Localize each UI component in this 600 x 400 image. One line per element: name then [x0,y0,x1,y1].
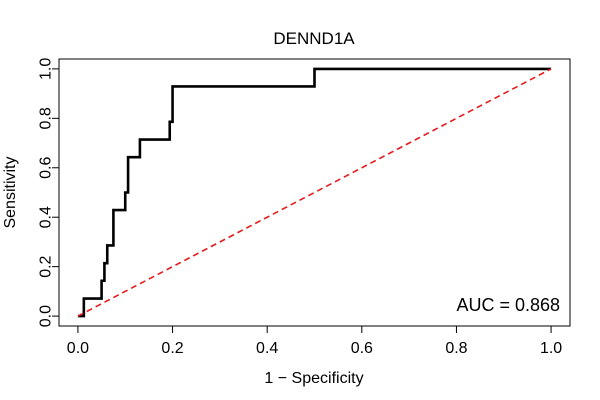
x-axis: 0.0 0.2 0.4 0.6 0.8 1.0 [67,325,562,357]
y-axis-label: Sensitivity [2,156,19,228]
x-tick-label: 0.2 [161,340,183,357]
y-tick-label: 0.0 [38,305,55,327]
x-tick-label: 1.0 [540,340,562,357]
series-lines [77,67,552,318]
chart-title: DENND1A [273,29,355,48]
y-tick-label: 0.2 [38,255,55,277]
x-tick-label: 0.6 [351,340,373,357]
y-tick-label: 0.8 [38,107,55,129]
x-tick-label: 0.0 [67,340,89,357]
y-axis: 0.0 0.2 0.4 0.6 0.8 1.0 [38,58,60,327]
auc-annotation: AUC = 0.868 [456,295,560,315]
x-tick-label: 0.8 [445,340,467,357]
y-tick-label: 0.6 [38,157,55,179]
x-tick-label: 0.4 [256,340,278,357]
y-tick-label: 1.0 [38,58,55,80]
roc-curve-line [77,67,552,318]
x-axis-label: 1 − Specificity [264,370,363,387]
y-tick-label: 0.4 [38,206,55,228]
reference-diagonal-line [77,68,552,317]
